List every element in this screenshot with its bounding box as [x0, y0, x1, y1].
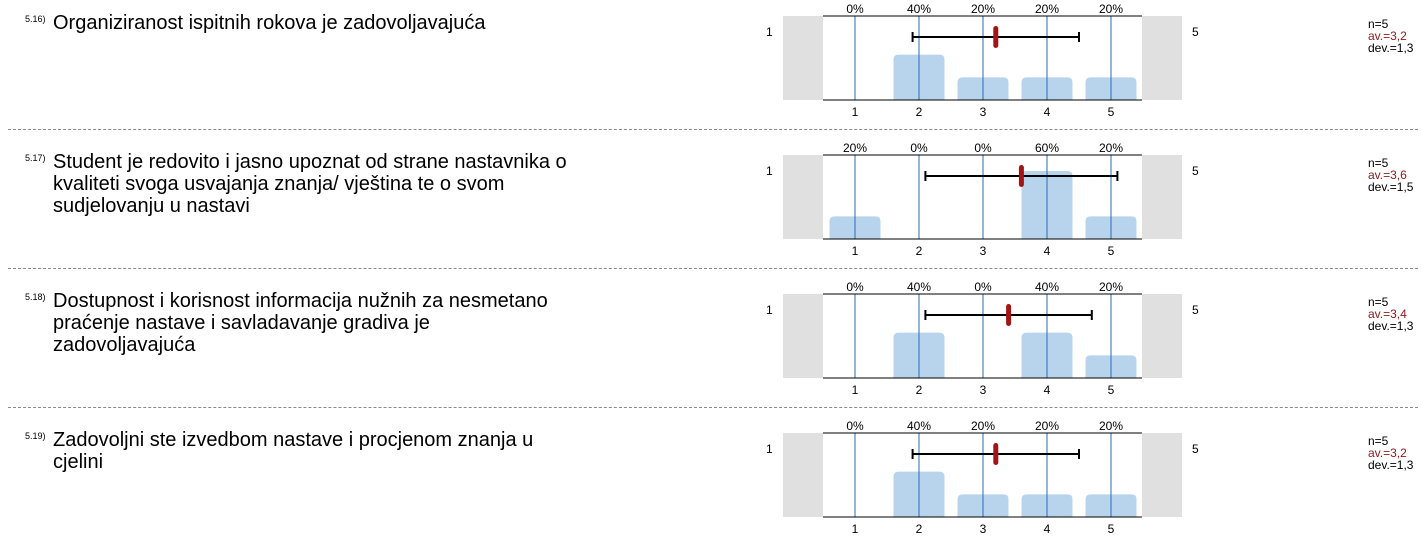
tick-label: 3: [980, 105, 987, 119]
tick-label: 5: [1108, 244, 1115, 258]
tick-label: 4: [1044, 522, 1051, 536]
question-number: 5.19): [25, 431, 46, 441]
stat-deviation: dev.=1,3: [1368, 458, 1414, 472]
scale-label-right: 5: [1192, 442, 1199, 456]
scale-box-right: [1142, 294, 1182, 378]
mean-marker: [993, 26, 999, 48]
data-label: 20%: [971, 2, 995, 16]
stat-deviation: dev.=1,5: [1368, 180, 1414, 194]
question-number: 5.16): [25, 14, 46, 24]
stat-deviation: dev.=1,3: [1368, 319, 1414, 333]
data-label: 0%: [974, 280, 992, 294]
data-label: 20%: [1099, 2, 1123, 16]
row-divider: [8, 268, 1418, 269]
question-text: Student je redovito i jasno upoznat od s…: [53, 151, 567, 217]
rating-chart: 1 5 0% 40% 20% 20% 20% 1 2 3 4 5: [766, 2, 1199, 119]
tick-label: 5: [1108, 105, 1115, 119]
question-text: Organiziranost ispitnih rokova je zadovo…: [53, 12, 486, 34]
data-label: 40%: [907, 419, 931, 433]
tick-label: 2: [916, 105, 923, 119]
data-label: 0%: [846, 419, 864, 433]
stats-block: n=5 av.=3,2 dev.=1,3: [1368, 18, 1413, 54]
tick-label: 3: [980, 522, 987, 536]
data-label: 40%: [907, 280, 931, 294]
tick-label: 3: [980, 244, 987, 258]
tick-label: 3: [980, 383, 987, 397]
question-text: Dostupnost i korisnost informacija nužni…: [53, 290, 548, 356]
question-row: 5.19) Zadovoljni ste izvedbom nastave i …: [0, 417, 1422, 556]
stat-average: av.=3,6: [1368, 168, 1407, 182]
scale-box-left: [783, 155, 823, 239]
tick-label: 2: [916, 383, 923, 397]
scale-box-left: [783, 294, 823, 378]
data-label: 60%: [1035, 141, 1059, 155]
rating-chart: 1 5 0% 40% 20% 20% 20% 1 2 3 4 5: [766, 419, 1199, 536]
data-label: 0%: [974, 141, 992, 155]
question-number: 5.17): [25, 153, 46, 163]
data-label: 20%: [1099, 141, 1123, 155]
tick-label: 1: [852, 522, 859, 536]
stat-deviation: dev.=1,3: [1368, 41, 1414, 55]
stat-n: n=5: [1368, 17, 1389, 31]
tick-label: 1: [852, 383, 859, 397]
question-row: 5.16) Organiziranost ispitnih rokova je …: [0, 0, 1422, 139]
scale-label-left: 1: [766, 164, 773, 178]
stat-n: n=5: [1368, 434, 1389, 448]
row-divider: [8, 407, 1418, 408]
stats-block: n=5 av.=3,4 dev.=1,3: [1368, 296, 1413, 332]
question-row: 5.17) Student je redovito i jasno upozna…: [0, 139, 1422, 278]
scale-label-right: 5: [1192, 164, 1199, 178]
stat-n: n=5: [1368, 156, 1389, 170]
rating-chart: 1 5 20% 0% 0% 60% 20% 1 2 3 4 5: [766, 141, 1199, 258]
scale-box-right: [1142, 433, 1182, 517]
data-label: 20%: [1035, 2, 1059, 16]
scale-label-left: 1: [766, 303, 773, 317]
data-label: 0%: [846, 2, 864, 16]
scale-label-left: 1: [766, 442, 773, 456]
scale-box-right: [1142, 155, 1182, 239]
stat-n: n=5: [1368, 295, 1389, 309]
data-label: 20%: [1099, 419, 1123, 433]
scale-box-right: [1142, 16, 1182, 100]
data-label: 20%: [843, 141, 867, 155]
stat-average: av.=3,2: [1368, 29, 1407, 43]
tick-label: 2: [916, 244, 923, 258]
question-number: 5.18): [25, 292, 46, 302]
tick-label: 5: [1108, 522, 1115, 536]
stat-average: av.=3,2: [1368, 446, 1407, 460]
scale-label-left: 1: [766, 25, 773, 39]
question-text: Zadovoljni ste izvedbom nastave i procje…: [53, 429, 534, 473]
data-label: 40%: [1035, 280, 1059, 294]
tick-label: 4: [1044, 105, 1051, 119]
scale-box-left: [783, 433, 823, 517]
tick-label: 5: [1108, 383, 1115, 397]
scale-box-left: [783, 16, 823, 100]
tick-label: 1: [852, 244, 859, 258]
question-row: 5.18) Dostupnost i korisnost informacija…: [0, 278, 1422, 417]
mean-marker: [1006, 304, 1012, 326]
tick-label: 2: [916, 522, 923, 536]
mean-marker: [993, 443, 999, 465]
scale-label-right: 5: [1192, 25, 1199, 39]
data-label: 20%: [971, 419, 995, 433]
data-label: 20%: [1035, 419, 1059, 433]
data-label: 0%: [846, 280, 864, 294]
row-divider: [8, 129, 1418, 130]
tick-label: 1: [852, 105, 859, 119]
stats-block: n=5 av.=3,6 dev.=1,5: [1368, 157, 1413, 193]
scale-label-right: 5: [1192, 303, 1199, 317]
tick-label: 4: [1044, 244, 1051, 258]
mean-marker: [1018, 165, 1024, 187]
data-label: 0%: [910, 141, 928, 155]
data-label: 40%: [907, 2, 931, 16]
data-label: 20%: [1099, 280, 1123, 294]
stat-average: av.=3,4: [1368, 307, 1407, 321]
stats-block: n=5 av.=3,2 dev.=1,3: [1368, 435, 1413, 471]
tick-label: 4: [1044, 383, 1051, 397]
rating-chart: 1 5 0% 40% 0% 40% 20% 1 2 3 4 5: [766, 280, 1199, 397]
